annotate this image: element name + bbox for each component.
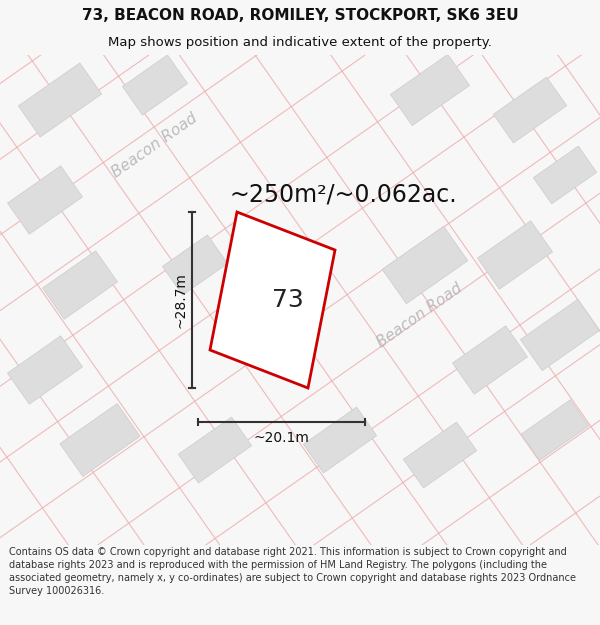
Text: 73: 73 (272, 288, 304, 312)
Polygon shape (43, 251, 118, 319)
Polygon shape (391, 54, 470, 126)
Polygon shape (521, 399, 589, 461)
Polygon shape (210, 212, 335, 388)
Polygon shape (478, 221, 553, 289)
Polygon shape (19, 63, 101, 137)
Polygon shape (304, 407, 377, 473)
Text: Map shows position and indicative extent of the property.: Map shows position and indicative extent… (108, 36, 492, 49)
Polygon shape (493, 77, 566, 143)
Text: 73, BEACON ROAD, ROMILEY, STOCKPORT, SK6 3EU: 73, BEACON ROAD, ROMILEY, STOCKPORT, SK6… (82, 8, 518, 23)
Polygon shape (533, 146, 597, 204)
Polygon shape (60, 404, 140, 476)
Polygon shape (7, 336, 83, 404)
Text: ~20.1m: ~20.1m (254, 431, 310, 445)
Polygon shape (403, 422, 476, 488)
Polygon shape (452, 326, 527, 394)
Polygon shape (122, 55, 188, 115)
Polygon shape (7, 166, 83, 234)
Text: Beacon Road: Beacon Road (110, 110, 200, 180)
Polygon shape (382, 226, 468, 304)
Polygon shape (520, 299, 599, 371)
Polygon shape (178, 417, 251, 483)
Text: ~28.7m: ~28.7m (173, 272, 187, 328)
Text: Contains OS data © Crown copyright and database right 2021. This information is : Contains OS data © Crown copyright and d… (9, 547, 576, 596)
Text: ~250m²/~0.062ac.: ~250m²/~0.062ac. (230, 183, 458, 207)
Polygon shape (163, 235, 227, 295)
Text: Beacon Road: Beacon Road (374, 280, 466, 350)
